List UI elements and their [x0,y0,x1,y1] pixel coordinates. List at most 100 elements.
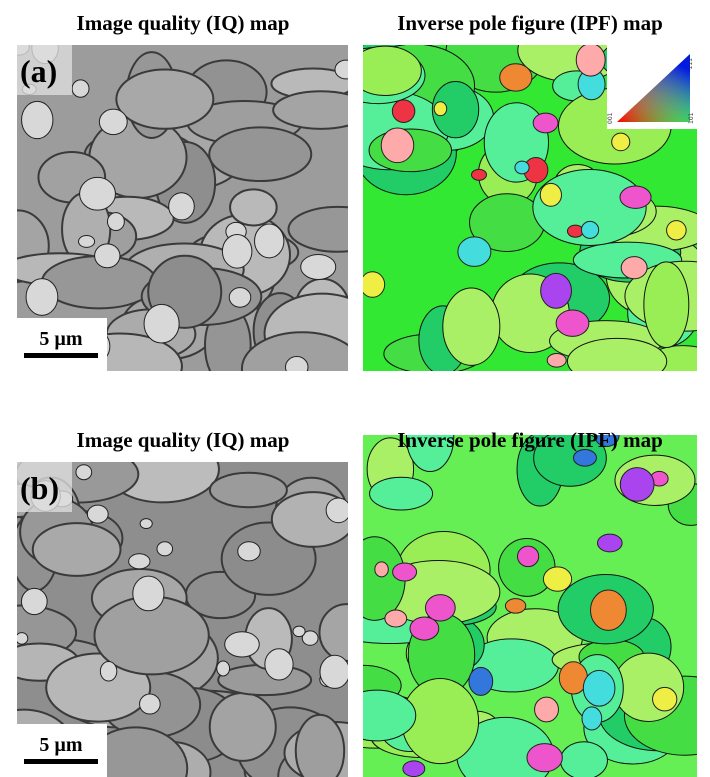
grain [566,337,668,371]
small-grain [555,309,590,337]
small-grain [363,271,386,298]
color-key-overlay [617,54,690,122]
small-grain [132,575,165,612]
grain [272,90,348,130]
small-grain [402,760,426,777]
small-grain [106,212,125,232]
small-grain [380,127,415,164]
small-grain [499,63,533,92]
small-grain [264,648,294,681]
small-grain [582,669,616,707]
small-grain [94,243,121,269]
small-grain [619,185,652,209]
label-box [17,45,72,95]
grain [532,169,647,246]
small-grain [580,220,600,239]
scale-box [17,318,107,371]
grain [559,741,608,777]
scale-bar [24,759,98,764]
small-grain [374,561,389,578]
small-grain [216,660,231,677]
small-grain [572,449,597,467]
small-grain [590,589,627,631]
small-grain [409,616,440,641]
grain [431,80,480,139]
small-grain [86,504,109,524]
grain [533,435,607,487]
grain [363,689,417,742]
small-grain [392,562,418,582]
small-grain [666,220,687,241]
small-grain [575,45,606,77]
small-grain [652,686,678,712]
small-grain [504,598,527,614]
small-grain [224,631,260,658]
grain [363,45,422,96]
small-grain [596,533,623,553]
small-grain [391,99,416,123]
small-grain [594,435,620,448]
small-grain [237,541,261,562]
small-grain [79,176,116,211]
key-label: 111 [687,58,694,70]
scale-text: 5 µm [39,734,83,756]
small-grain [619,467,655,502]
grain [31,522,122,577]
small-grain [457,236,492,267]
ipf-title: Inverse pole figure (IPF) map [397,428,663,452]
small-grain [301,630,319,646]
small-grain [424,594,456,622]
grain [405,435,455,473]
small-grain [75,464,93,481]
small-grain [581,706,603,731]
small-grain [532,112,559,134]
small-grain [139,518,153,530]
small-grain [98,108,128,136]
small-grain [566,224,584,238]
grain [294,713,346,777]
small-grain [17,632,29,645]
small-grain [168,192,195,221]
small-grain [433,101,448,117]
scale-bar [24,353,98,358]
small-grain [319,654,348,689]
key-label: 001 [607,112,614,124]
iq-title: Image quality (IQ) map [77,11,290,35]
micrograph [17,45,348,371]
small-grain [620,256,648,280]
small-grain [540,272,572,309]
small-grain [514,160,530,175]
grain [229,188,278,227]
label-box [17,462,72,512]
small-grain [20,587,48,616]
small-grain [25,278,59,316]
small-grain [139,693,161,715]
small-grain [470,168,488,181]
small-grain [99,660,118,682]
small-grain [546,352,567,368]
small-grain [228,287,252,308]
small-grain [221,233,253,269]
small-grain [325,497,348,524]
grain [612,652,685,722]
small-grain [539,182,562,207]
small-grain [71,79,90,98]
key-label: 101 [688,112,695,124]
micrograph [363,435,697,777]
grain [208,471,288,509]
ipf-title: Inverse pole figure (IPF) map [397,11,663,35]
small-grain [285,356,309,371]
panel-label: (b) [20,470,59,506]
small-grain [384,609,408,628]
small-grain [534,696,559,723]
scale-text: 5 µm [39,328,83,350]
small-grain [128,553,151,570]
small-grain [334,59,348,80]
small-grain [300,253,337,280]
small-grain [156,541,174,557]
grain [442,287,501,366]
small-grain [611,132,631,152]
scale-box [17,724,107,777]
iq-title: Image quality (IQ) map [77,428,290,452]
